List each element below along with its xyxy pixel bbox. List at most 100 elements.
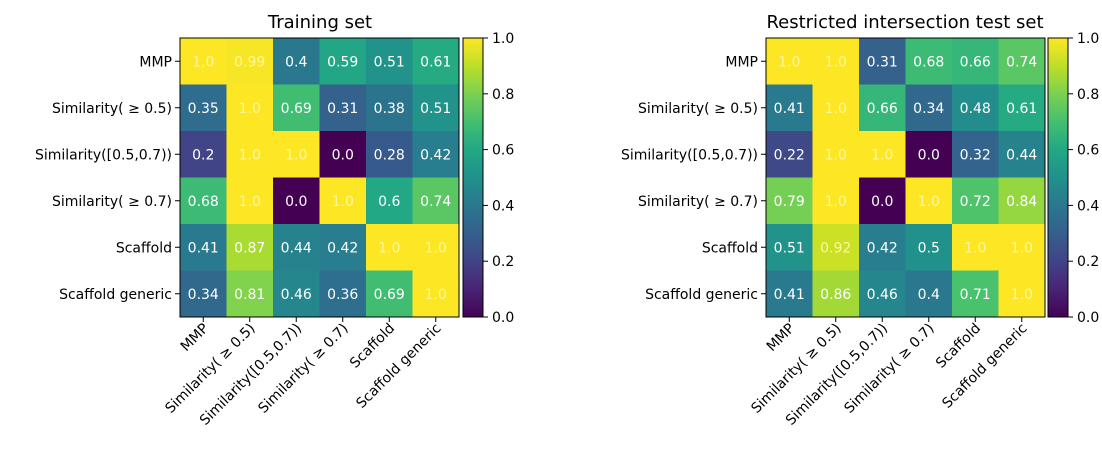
- row-label: MMP: [139, 54, 172, 70]
- heatmap-cell: [812, 131, 860, 178]
- heatmap-cell: [766, 177, 813, 225]
- cell-value-label: 0.84: [1006, 194, 1037, 210]
- cell-value-label: 0.74: [1006, 54, 1037, 70]
- colorbar-tick-label: 1.0: [1077, 31, 1099, 47]
- row-label: Similarity([0.5,0.7)): [621, 147, 758, 163]
- heatmap-panel-0: Training set 1.0 0.99 0.4 0.59 0.51 0.61 0.35 1.…: [35, 12, 514, 429]
- heatmap-cell: [952, 224, 999, 271]
- row-label: Scaffold: [116, 240, 172, 256]
- row-label: Similarity( ≥ 0.7): [638, 194, 758, 210]
- heatmap-cell: [412, 38, 460, 85]
- row-label: Similarity([0.5,0.7)): [35, 147, 172, 163]
- col-label: Similarity( ≥ 0.5): [748, 321, 844, 417]
- heatmap-cell: [180, 38, 227, 85]
- cell-value-label: 0.28: [374, 147, 405, 163]
- cell-value-label: 1.0: [918, 194, 940, 210]
- colorbar-tick-label: 0.6: [1077, 143, 1099, 159]
- cell-value-label: 0.42: [867, 240, 898, 256]
- cell-value-label: 0.74: [420, 194, 451, 210]
- cell-value-label: 0.42: [327, 240, 358, 256]
- heatmap-cell: [859, 177, 906, 225]
- colorbar-tick-label: 0.0: [492, 310, 514, 326]
- heatmap-cell: [319, 38, 367, 85]
- heatmap-cell: [366, 177, 413, 225]
- cell-value-label: 1.0: [1011, 240, 1033, 256]
- cell-value-label: 0.36: [327, 287, 358, 303]
- heatmap-cell: [273, 224, 320, 271]
- cell-value-label: 0.92: [820, 240, 851, 256]
- heatmap-cell: [226, 270, 274, 318]
- heatmap-cell: [366, 131, 413, 178]
- cell-value-label: 0.44: [1006, 147, 1037, 163]
- heatmap-cell: [859, 224, 906, 271]
- row-label: Scaffold generic: [645, 287, 758, 303]
- heatmap-cell: [859, 84, 906, 132]
- chart-title: Restricted intersection test set: [766, 12, 1043, 33]
- cell-value-label: 0.79: [774, 194, 805, 210]
- cell-value-label: 0.46: [281, 287, 312, 303]
- heatmap-cell: [859, 270, 906, 318]
- heatmap-cell: [998, 84, 1046, 132]
- cell-value-label: 0.51: [374, 54, 405, 70]
- heatmap-cell: [905, 38, 953, 85]
- cell-value-label: 0.42: [420, 147, 451, 163]
- heatmap-cell: [412, 177, 460, 225]
- heatmap-cell: [273, 84, 320, 132]
- heatmap-cell: [859, 38, 906, 85]
- heatmap-cell: [319, 131, 367, 178]
- heatmap-cell: [998, 38, 1046, 85]
- cell-value-label: 0.66: [867, 101, 898, 117]
- heatmap-cell: [905, 84, 953, 132]
- heatmap-cell: [319, 224, 367, 271]
- heatmap-cell: [812, 38, 860, 85]
- heatmap-cell: [226, 224, 274, 271]
- heatmap-cell: [273, 38, 320, 85]
- col-label: Scaffold generic: [939, 321, 1030, 412]
- col-label: MMP: [178, 321, 212, 355]
- cell-value-label: 1.0: [285, 147, 307, 163]
- cell-value-label: 0.31: [327, 101, 358, 117]
- cell-value-label: 0.59: [327, 54, 358, 70]
- colorbar: [462, 37, 484, 318]
- colorbar-tick-label: 0.6: [492, 143, 514, 159]
- heatmap-cell: [766, 224, 813, 271]
- col-label: Similarity( ≥ 0.5): [162, 321, 258, 417]
- heatmap-cell: [812, 270, 860, 318]
- heatmap-cell: [952, 177, 999, 225]
- cell-value-label: 1.0: [1011, 287, 1033, 303]
- heatmap-cell: [905, 177, 953, 225]
- row-label: Similarity( ≥ 0.5): [638, 101, 758, 117]
- heatmap-frame: [765, 37, 1046, 318]
- cell-value-label: 0.41: [774, 287, 805, 303]
- heatmap-cell: [366, 38, 413, 85]
- heatmap-cell: [226, 84, 274, 132]
- heatmap-cell: [273, 131, 320, 178]
- cell-value-label: 1.0: [871, 147, 893, 163]
- cell-value-label: 0.4: [918, 287, 940, 303]
- heatmap-cell: [998, 224, 1046, 271]
- cell-value-label: 0.38: [374, 101, 405, 117]
- cell-value-label: 1.0: [778, 54, 800, 70]
- heatmap-cell: [812, 84, 860, 132]
- heatmap-cell: [412, 270, 460, 318]
- cell-value-label: 0.0: [918, 147, 940, 163]
- cell-value-label: 0.0: [285, 194, 307, 210]
- cell-value-label: 0.35: [188, 101, 219, 117]
- row-label: Scaffold: [702, 240, 758, 256]
- heatmap-cell: [180, 177, 227, 225]
- colorbar: [1047, 37, 1069, 318]
- heatmap-cell: [226, 38, 274, 85]
- cell-value-label: 1.0: [825, 54, 847, 70]
- heatmap-cell: [952, 84, 999, 132]
- heatmap-cell: [812, 177, 860, 225]
- colorbar-tick-label: 1.0: [492, 31, 514, 47]
- colorbar-tick-label: 0.2: [492, 254, 514, 270]
- col-label: Scaffold generic: [353, 321, 444, 412]
- cell-value-label: 1.0: [239, 194, 261, 210]
- heatmap-cell: [766, 270, 813, 318]
- chart-title: Training set: [267, 12, 372, 33]
- cell-value-label: 0.34: [188, 287, 219, 303]
- cell-value-label: 0.34: [913, 101, 944, 117]
- heatmap-cell: [366, 270, 413, 318]
- row-label: Similarity( ≥ 0.7): [52, 194, 172, 210]
